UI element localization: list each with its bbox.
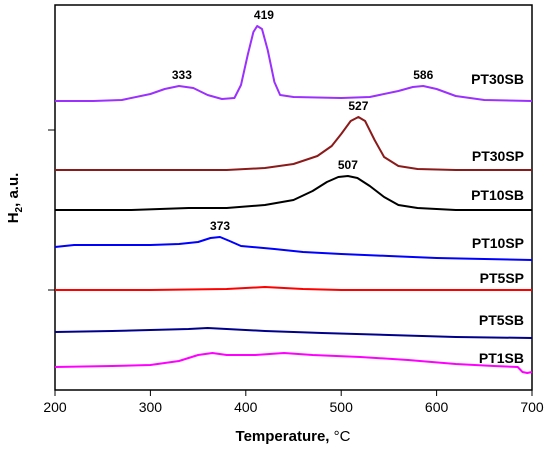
peak-label-373: 373 [210, 219, 230, 233]
series-name-PT5SB: PT5SB [479, 312, 524, 328]
ticks-layer: 200 300 400 500 600 700 [43, 390, 544, 415]
x-axis-title-unit: °C [334, 428, 351, 445]
x-tick-label-300: 300 [139, 399, 163, 415]
series-name-PT5SP: PT5SP [480, 270, 524, 286]
series-line-PT10SP [54, 236, 533, 261]
series-name-PT30SB: PT30SB [471, 71, 524, 87]
peak-label-586: 586 [413, 68, 433, 82]
y-axis-title: H2, a.u. [5, 173, 25, 224]
x-tick-label-600: 600 [425, 399, 449, 415]
series-line-PT5SB [54, 327, 533, 339]
x-axis-title: Temperature, °C [236, 428, 351, 445]
series-PT10SP: PT10SP 373 [54, 219, 533, 261]
peak-label-333: 333 [172, 68, 192, 82]
series-line-PT5SP [55, 286, 532, 291]
series-PT5SP: PT5SP [55, 270, 532, 291]
x-tick-label-200: 200 [43, 399, 67, 415]
series-PT10SB: PT10SB 507 [55, 158, 532, 211]
series-name-PT30SP: PT30SP [472, 148, 524, 164]
series-name-PT10SB: PT10SB [471, 187, 524, 203]
series-PT1SB: PT1SB [54, 350, 533, 374]
series-line-PT30SB [55, 25, 533, 102]
series-name-PT10SP: PT10SP [472, 235, 524, 251]
y-axis-title-sub: 2 [14, 206, 25, 212]
y-axis-title-text: H [5, 212, 22, 223]
series-name-PT1SB: PT1SB [479, 350, 524, 366]
peak-label-419: 419 [254, 8, 274, 22]
plot-frame [54, 4, 533, 391]
peak-label-507: 507 [338, 158, 358, 172]
series-line-PT30SP [55, 116, 532, 171]
x-axis-title-text: Temperature, [236, 428, 334, 445]
series-PT30SB: PT30SB 333 419 586 [55, 8, 533, 102]
series-PT30SP: PT30SP 527 [55, 99, 532, 171]
series-layer: PT30SB 333 419 586 PT30SP 527 PT10SB 507 PT10SP 3… [54, 8, 533, 374]
peak-label-527: 527 [348, 99, 368, 113]
series-line-PT1SB [54, 352, 533, 374]
series-line-PT10SB [55, 175, 532, 211]
x-tick-label-400: 400 [234, 399, 258, 415]
x-tick-label-500: 500 [330, 399, 354, 415]
y-axis-title-suffix: , a.u. [5, 173, 22, 207]
series-PT5SB: PT5SB [54, 312, 533, 339]
x-tick-label-700: 700 [520, 399, 544, 415]
